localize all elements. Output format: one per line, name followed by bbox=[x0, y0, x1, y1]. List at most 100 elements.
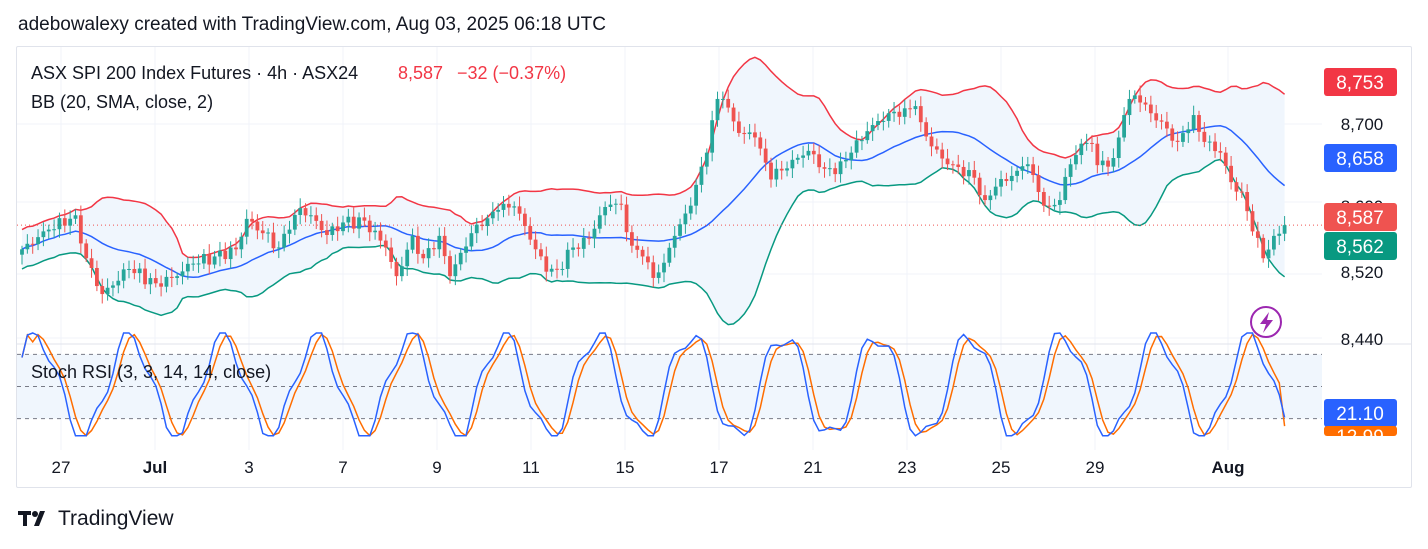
candle-body bbox=[549, 268, 554, 272]
candle-body bbox=[934, 146, 939, 150]
candle-body bbox=[881, 120, 886, 122]
candle-body bbox=[603, 206, 608, 216]
candle-body bbox=[1207, 141, 1212, 143]
candle-body bbox=[159, 283, 163, 287]
candle-body bbox=[260, 230, 265, 234]
candle-body bbox=[506, 203, 511, 208]
time-tick-label: 15 bbox=[616, 458, 635, 477]
candle-body bbox=[1132, 95, 1137, 99]
candle-body bbox=[1218, 151, 1223, 153]
candle-body bbox=[758, 137, 763, 149]
candle-body bbox=[956, 164, 961, 167]
candle-body bbox=[1277, 233, 1282, 236]
candle-body bbox=[656, 272, 661, 278]
candle-body bbox=[876, 121, 880, 126]
candle-body bbox=[185, 263, 190, 272]
candle-body bbox=[1170, 128, 1175, 141]
candle-body bbox=[416, 235, 420, 254]
candle-body bbox=[833, 168, 838, 175]
candle-body bbox=[646, 256, 650, 263]
candle-body bbox=[945, 158, 950, 165]
candle-body bbox=[196, 263, 201, 265]
candle-body bbox=[913, 106, 918, 110]
candle-body bbox=[918, 106, 923, 123]
candle-body bbox=[683, 213, 688, 225]
candle-body bbox=[244, 218, 249, 237]
time-tick-label: 17 bbox=[710, 458, 729, 477]
time-tick-label: 21 bbox=[804, 458, 823, 477]
candle-body bbox=[533, 239, 538, 250]
candle-body bbox=[121, 269, 126, 281]
candle-body bbox=[581, 237, 586, 249]
candle-body bbox=[1127, 98, 1132, 116]
candle-body bbox=[811, 150, 816, 155]
candle-body bbox=[1036, 175, 1041, 193]
candle-body bbox=[191, 263, 196, 265]
candle-body bbox=[651, 262, 656, 278]
candle-body bbox=[763, 148, 768, 163]
candle-body bbox=[870, 125, 875, 132]
candle-body bbox=[769, 162, 773, 180]
candle-body bbox=[1165, 121, 1169, 129]
candle-body bbox=[924, 122, 929, 137]
candle-body bbox=[78, 215, 83, 244]
candle-body bbox=[1047, 205, 1052, 207]
candle-body bbox=[132, 268, 137, 274]
candle-body bbox=[1052, 204, 1057, 207]
candle-body bbox=[346, 216, 351, 223]
candle-body bbox=[153, 278, 158, 284]
candle-body bbox=[298, 208, 303, 215]
candle-body bbox=[111, 285, 115, 288]
candle-body bbox=[630, 232, 634, 246]
candle-body bbox=[228, 247, 233, 260]
candle-body bbox=[999, 179, 1003, 187]
candle-body bbox=[1111, 158, 1116, 167]
candle-body bbox=[287, 229, 292, 234]
candle-body bbox=[785, 168, 789, 171]
candle-body bbox=[1074, 155, 1078, 165]
candle-body bbox=[672, 235, 677, 248]
candle-body bbox=[613, 203, 618, 205]
price-badge: 8,658 bbox=[1324, 144, 1397, 172]
candle-body bbox=[1063, 176, 1068, 201]
candle-body bbox=[62, 218, 67, 226]
legend-symbol: ASX SPI 200 Index Futures · 4h · ASX24 bbox=[31, 63, 358, 83]
legend-stoch: Stoch RSI (3, 3, 14, 14, close) bbox=[31, 362, 271, 382]
candle-body bbox=[1015, 170, 1019, 176]
candle-body bbox=[357, 217, 361, 229]
candle-body bbox=[544, 256, 549, 272]
tradingview-logo-icon bbox=[18, 511, 45, 526]
legend-last-price: 8,587 bbox=[398, 63, 443, 83]
time-tick-label: 29 bbox=[1086, 458, 1105, 477]
candle-body bbox=[720, 98, 725, 100]
chart-frame bbox=[16, 46, 1412, 488]
candle-body bbox=[485, 218, 490, 227]
candle-body bbox=[335, 226, 340, 232]
bb-upper-line bbox=[21, 56, 1286, 259]
candle-body bbox=[694, 184, 698, 206]
tradingview-logo[interactable]: TradingView bbox=[18, 507, 174, 531]
candle-body bbox=[688, 205, 693, 214]
candle-body bbox=[399, 266, 404, 277]
candle-body bbox=[1261, 237, 1266, 259]
candle-body bbox=[801, 155, 805, 158]
lightning-icon[interactable] bbox=[1250, 306, 1282, 338]
stoch-badge: 21.10 bbox=[1324, 399, 1397, 427]
candle-body bbox=[100, 286, 105, 295]
price-badge: 8,562 bbox=[1324, 232, 1397, 260]
candle-body bbox=[89, 258, 94, 268]
candle-body bbox=[1154, 113, 1159, 121]
candle-body bbox=[432, 248, 436, 250]
candle-body bbox=[234, 247, 238, 250]
candle-body bbox=[844, 160, 848, 162]
candle-body bbox=[383, 240, 388, 248]
candle-body bbox=[624, 204, 629, 233]
price-tick-label: 8,440 bbox=[1341, 330, 1384, 349]
candle-body bbox=[710, 120, 715, 153]
time-tick-label: 25 bbox=[992, 458, 1011, 477]
candle-body bbox=[977, 177, 982, 196]
candle-body bbox=[389, 247, 394, 262]
candle-body bbox=[501, 203, 506, 210]
candle-body bbox=[207, 253, 212, 265]
